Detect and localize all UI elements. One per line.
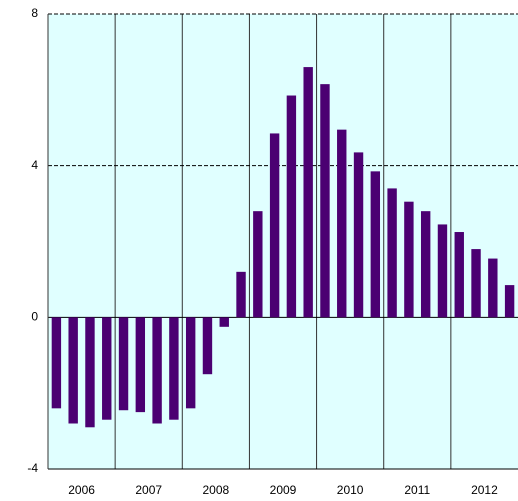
bar (102, 317, 112, 420)
bar (320, 84, 330, 318)
plot-area (48, 14, 518, 469)
bar (337, 129, 347, 318)
bar (370, 171, 381, 318)
bar (135, 317, 146, 413)
bar (504, 285, 515, 318)
bar (51, 317, 62, 409)
x-tick-label: 2011 (404, 483, 430, 497)
bar (353, 152, 364, 318)
bar (219, 317, 229, 327)
bar (454, 232, 464, 318)
bar (68, 317, 78, 424)
x-tick-label: 2008 (203, 483, 230, 497)
bar (437, 224, 448, 318)
x-tick-label: 2007 (135, 483, 162, 497)
x-tick-label: 2012 (471, 483, 498, 497)
bar (85, 317, 95, 428)
y-tick-label: 8 (31, 6, 38, 20)
bar (488, 258, 498, 318)
x-tick-label: 2006 (68, 483, 95, 497)
bar (236, 271, 246, 318)
bar (185, 317, 196, 409)
bar (420, 211, 431, 318)
bar (118, 317, 129, 411)
bar (387, 188, 397, 318)
x-tick-label: 2009 (270, 483, 297, 497)
bar (152, 317, 162, 424)
bar (269, 133, 280, 318)
x-tick-label: 2010 (337, 483, 364, 497)
bar (303, 67, 313, 318)
bar (169, 317, 179, 420)
y-tick-label: 0 (31, 310, 38, 324)
bar (471, 249, 481, 318)
y-tick-label: -4 (27, 461, 38, 475)
bar (404, 201, 414, 318)
bar (253, 211, 263, 318)
bar (202, 317, 213, 375)
y-tick-label: 4 (31, 158, 38, 172)
bar (286, 95, 297, 318)
